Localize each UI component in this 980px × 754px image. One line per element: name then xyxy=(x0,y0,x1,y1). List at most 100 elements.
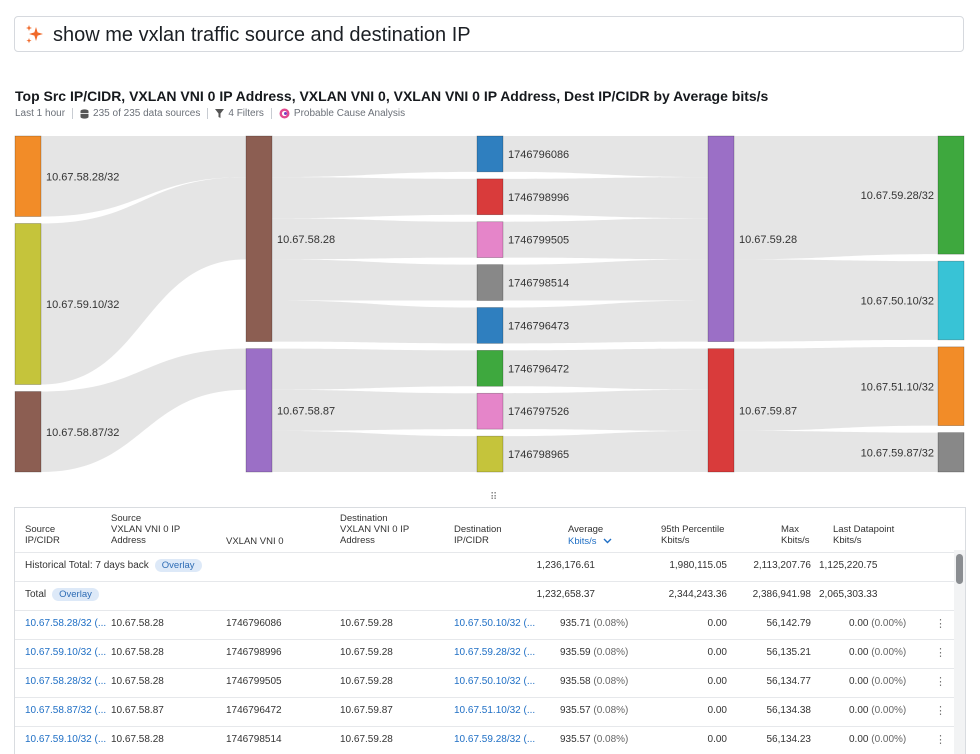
sankey-link[interactable] xyxy=(272,218,477,260)
sankey-link[interactable] xyxy=(272,348,477,390)
sankey-node-label: 1746799505 xyxy=(508,235,569,247)
row-average: 935.57 (0.08%) xyxy=(560,705,629,716)
sankey-link[interactable] xyxy=(41,136,246,217)
scrollbar-thumb[interactable] xyxy=(956,554,963,584)
row-menu-icon[interactable]: ⋮ xyxy=(935,734,946,746)
row-max: 56,134.38 xyxy=(766,705,812,716)
header-dest-vni-ip[interactable]: Destination VXLAN VNI 0 IP Address xyxy=(340,513,410,546)
sankey-link[interactable] xyxy=(734,430,938,472)
header-source-vni-ip[interactable]: Source VXLAN VNI 0 IP Address xyxy=(111,513,181,546)
row-dest-ip[interactable]: 10.67.50.10/32 (... xyxy=(454,618,536,629)
header-dest-ip[interactable]: Destination IP/CIDR xyxy=(454,524,502,546)
resize-handle[interactable]: ⠿ xyxy=(490,492,499,503)
sankey-node[interactable] xyxy=(476,264,504,301)
probable-cause-analysis[interactable]: Probable Cause Analysis xyxy=(293,108,406,119)
table-row[interactable]: 10.67.58.28/32 (... 10.67.58.28 1746799505… xyxy=(15,668,965,698)
row-dest-ip[interactable]: 10.67.51.10/32 (... xyxy=(454,705,536,716)
sankey-node[interactable] xyxy=(14,223,42,385)
query-input[interactable]: show me vxlan traffic source and destina… xyxy=(14,16,964,52)
sankey-node[interactable] xyxy=(245,348,273,473)
overlay-badge[interactable]: Overlay xyxy=(52,588,99,601)
header-max[interactable]: Max Kbits/s xyxy=(781,524,810,546)
time-range[interactable]: Last 1 hour xyxy=(15,108,66,119)
header-average-unit[interactable]: Kbits/s xyxy=(568,536,612,547)
sankey-link[interactable] xyxy=(734,346,938,431)
sankey-node[interactable] xyxy=(707,135,735,342)
sankey-link[interactable] xyxy=(272,389,477,431)
row-menu-icon[interactable]: ⋮ xyxy=(935,647,946,659)
sankey-node[interactable] xyxy=(14,391,42,473)
sankey-link[interactable] xyxy=(272,430,477,472)
row-dest-ip[interactable]: 10.67.59.28/32 (... xyxy=(454,647,536,658)
sankey-node[interactable] xyxy=(476,135,504,173)
row-dest-ip[interactable]: 10.67.50.10/32 (... xyxy=(454,676,536,687)
sankey-link[interactable] xyxy=(503,259,708,301)
header-average[interactable]: Average xyxy=(568,524,604,535)
overlay-badge[interactable]: Overlay xyxy=(154,559,202,572)
sankey-link[interactable] xyxy=(41,177,246,385)
row-menu-icon[interactable]: ⋮ xyxy=(935,618,946,630)
filters[interactable]: 4 Filters xyxy=(228,108,264,119)
row-source-vni-ip: 10.67.58.87 xyxy=(111,705,164,716)
row-p95: 0.00 xyxy=(707,705,727,716)
hist-p95: 1,980,115.05 xyxy=(669,560,727,571)
sankey-link[interactable] xyxy=(503,218,708,260)
chart-title: Top Src IP/CIDR, VXLAN VNI 0 IP Address,… xyxy=(15,88,769,104)
sankey-link[interactable] xyxy=(503,430,708,472)
data-sources[interactable]: 235 of 235 data sources xyxy=(93,108,201,119)
sankey-link[interactable] xyxy=(734,136,938,260)
sankey-link[interactable] xyxy=(272,177,477,219)
row-source-ip[interactable]: 10.67.58.87/32 (... xyxy=(25,705,107,716)
sankey-node[interactable] xyxy=(476,350,504,387)
sankey-node[interactable] xyxy=(937,346,965,426)
sankey-link[interactable] xyxy=(503,389,708,431)
sankey-link[interactable] xyxy=(503,136,708,178)
hist-last: 1,125,220.75 xyxy=(819,560,878,571)
row-max: 56,134.23 xyxy=(766,734,812,745)
row-average: 935.71 (0.08%) xyxy=(560,618,629,629)
header-vni[interactable]: VXLAN VNI 0 xyxy=(226,536,284,547)
sankey-node[interactable] xyxy=(14,135,42,217)
sankey-link[interactable] xyxy=(503,300,708,344)
sankey-node[interactable] xyxy=(476,307,504,344)
sankey-node[interactable] xyxy=(476,178,504,216)
sankey-link[interactable] xyxy=(272,136,477,178)
row-max: 56,135.21 xyxy=(766,647,812,658)
sankey-node[interactable] xyxy=(707,348,735,473)
sankey-link[interactable] xyxy=(272,259,477,301)
sankey-node-label: 1746796473 xyxy=(508,320,569,332)
row-menu-icon[interactable]: ⋮ xyxy=(935,705,946,717)
row-dest-vni-ip: 10.67.59.28 xyxy=(340,618,393,629)
sankey-link[interactable] xyxy=(503,177,708,219)
sankey-node[interactable] xyxy=(937,432,965,473)
table-row[interactable]: 10.67.59.10/32 (... 10.67.58.28 1746798996… xyxy=(15,639,965,669)
row-dest-ip[interactable]: 10.67.59.28/32 (... xyxy=(454,734,536,745)
database-icon xyxy=(80,108,89,119)
sankey-node[interactable] xyxy=(476,221,504,258)
sankey-link[interactable] xyxy=(734,259,938,342)
sankey-node[interactable] xyxy=(937,260,965,341)
sankey-link[interactable] xyxy=(41,348,246,472)
row-source-ip[interactable]: 10.67.58.28/32 (... xyxy=(25,618,107,629)
sankey-node[interactable] xyxy=(937,135,965,255)
table-row[interactable]: 10.67.58.28/32 (... 10.67.58.28 1746796086… xyxy=(15,610,965,640)
scrollbar-track[interactable] xyxy=(954,550,965,754)
header-last[interactable]: Last Datapoint Kbits/s xyxy=(833,524,895,546)
sankey-link[interactable] xyxy=(272,300,477,344)
sankey-node[interactable] xyxy=(476,392,504,430)
header-p95[interactable]: 95th Percentile Kbits/s xyxy=(661,524,725,546)
sankey-node[interactable] xyxy=(476,435,504,473)
historical-total-row: Historical Total: 7 days back Overlay 1,2… xyxy=(15,552,965,582)
row-source-vni-ip: 10.67.58.28 xyxy=(111,647,164,658)
row-source-ip[interactable]: 10.67.59.10/32 (... xyxy=(25,734,107,745)
sankey-link[interactable] xyxy=(503,348,708,390)
table-row[interactable]: 10.67.59.10/32 (... 10.67.58.28 1746798514… xyxy=(15,726,965,754)
row-menu-icon[interactable]: ⋮ xyxy=(935,676,946,688)
header-source-ip[interactable]: Source IP/CIDR xyxy=(25,524,60,546)
row-source-ip[interactable]: 10.67.58.28/32 (... xyxy=(25,676,107,687)
row-source-vni-ip: 10.67.58.28 xyxy=(111,618,164,629)
row-source-ip[interactable]: 10.67.59.10/32 (... xyxy=(25,647,107,658)
total-label: Total xyxy=(25,589,47,600)
sankey-node[interactable] xyxy=(245,135,273,342)
table-row[interactable]: 10.67.58.87/32 (... 10.67.58.87 1746796472… xyxy=(15,697,965,727)
